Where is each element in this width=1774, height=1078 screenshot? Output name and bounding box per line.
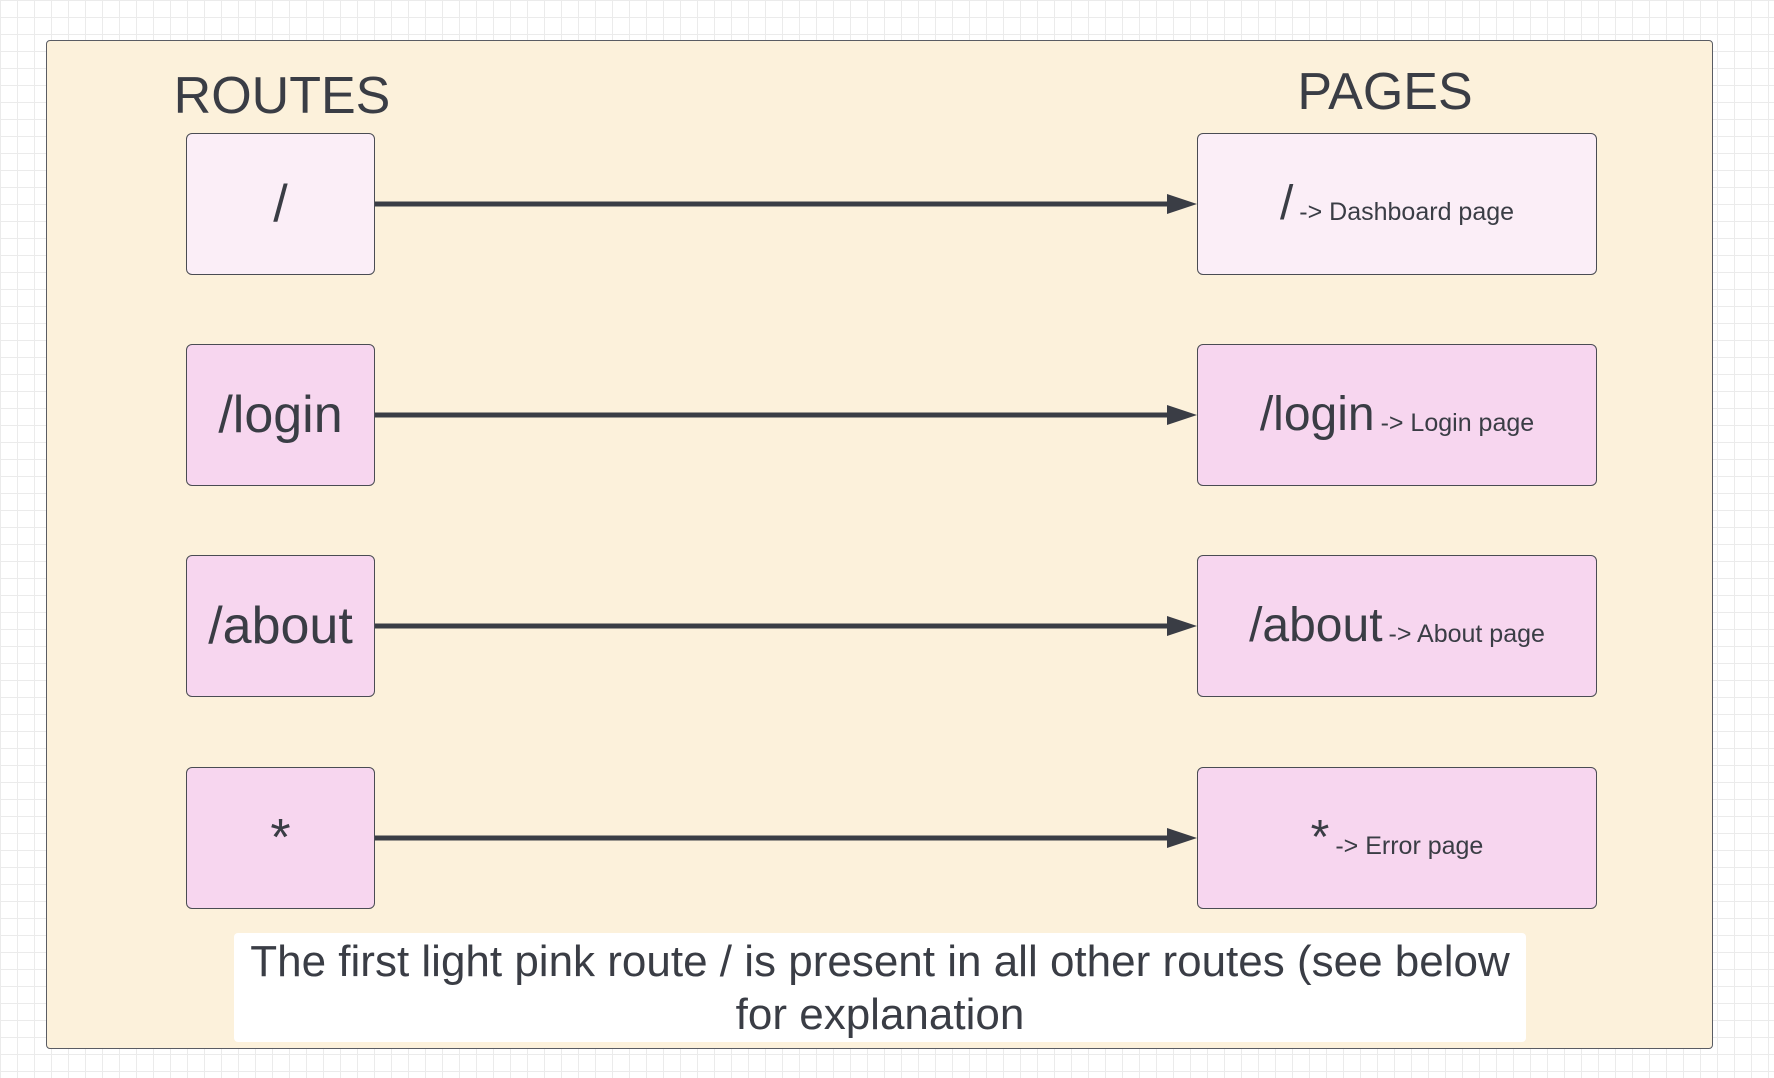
route-box-about[interactable]: /about xyxy=(186,555,375,697)
page-box-error[interactable]: * -> Error page xyxy=(1197,767,1597,909)
page-description: -> About page xyxy=(1388,619,1545,648)
page-box-login[interactable]: /login -> Login page xyxy=(1197,344,1597,486)
route-label: * xyxy=(270,809,291,867)
page-box-dashboard[interactable]: / -> Dashboard page xyxy=(1197,133,1597,275)
route-box-wildcard[interactable]: * xyxy=(186,767,375,909)
note-line-1: The first light pink route / is present … xyxy=(250,937,1510,986)
page-path: /login xyxy=(1259,388,1375,441)
note-line-2: for explanation xyxy=(735,990,1025,1039)
page-description: -> Dashboard page xyxy=(1299,197,1515,226)
route-label: /about xyxy=(208,597,353,655)
page-description: -> Login page xyxy=(1380,408,1535,437)
page-box-about[interactable]: /about -> About page xyxy=(1197,555,1597,697)
route-label: /login xyxy=(218,386,343,444)
page-description: -> Error page xyxy=(1335,831,1484,860)
route-box-root[interactable]: / xyxy=(186,133,375,275)
routes-header: ROUTES xyxy=(173,67,391,125)
page-path: /about xyxy=(1249,599,1383,652)
page-path: * xyxy=(1310,811,1330,864)
route-label: / xyxy=(273,175,288,233)
explanation-note: The first light pink route / is present … xyxy=(234,933,1526,1042)
page-path: / xyxy=(1279,177,1294,230)
route-box-login[interactable]: /login xyxy=(186,344,375,486)
pages-header: PAGES xyxy=(1297,63,1473,121)
